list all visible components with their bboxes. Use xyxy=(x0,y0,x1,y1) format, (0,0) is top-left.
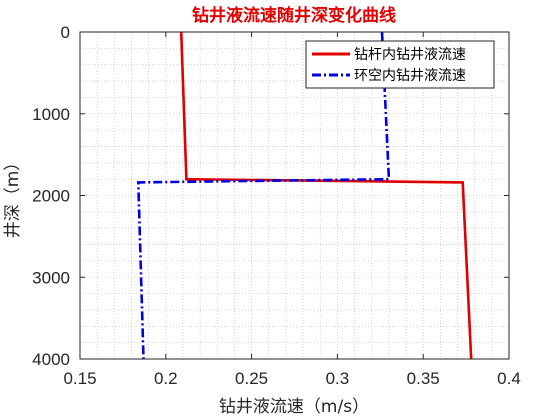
y-tick-label: 1000 xyxy=(32,105,70,124)
x-tick-label: 0.35 xyxy=(407,369,440,388)
y-axis-title: 井深（m） xyxy=(3,154,23,239)
y-tick-label: 3000 xyxy=(32,268,70,287)
y-tick-label: 4000 xyxy=(32,350,70,369)
series-line-1 xyxy=(136,31,391,360)
x-tick-label: 0.2 xyxy=(154,369,178,388)
series-group xyxy=(136,31,473,360)
chart-title: 钻井液流速随井深变化曲线 xyxy=(192,5,396,26)
legend-box xyxy=(305,40,495,89)
y-tick-label: 2000 xyxy=(32,187,70,206)
legend: 钻杆内钻井液流速 环空内钻井液流速 xyxy=(305,40,495,89)
y-tick-label: 0 xyxy=(61,23,70,42)
x-tick-label: 0.3 xyxy=(326,369,350,388)
legend-label-drill-pipe: 钻杆内钻井液流速 xyxy=(354,47,466,63)
legend-label-annulus: 环空内钻井液流速 xyxy=(354,68,466,84)
x-axis-title: 钻井液流速（m/s） xyxy=(219,397,369,417)
tick-marks xyxy=(79,31,510,360)
y-tick-labels: 0 1000 2000 3000 4000 xyxy=(32,23,70,369)
x-tick-label: 0.4 xyxy=(497,369,521,388)
x-tick-label: 0.25 xyxy=(235,369,268,388)
x-tick-label: 0.15 xyxy=(63,369,96,388)
x-tick-labels: 0.15 0.2 0.25 0.3 0.35 0.4 xyxy=(63,369,520,388)
